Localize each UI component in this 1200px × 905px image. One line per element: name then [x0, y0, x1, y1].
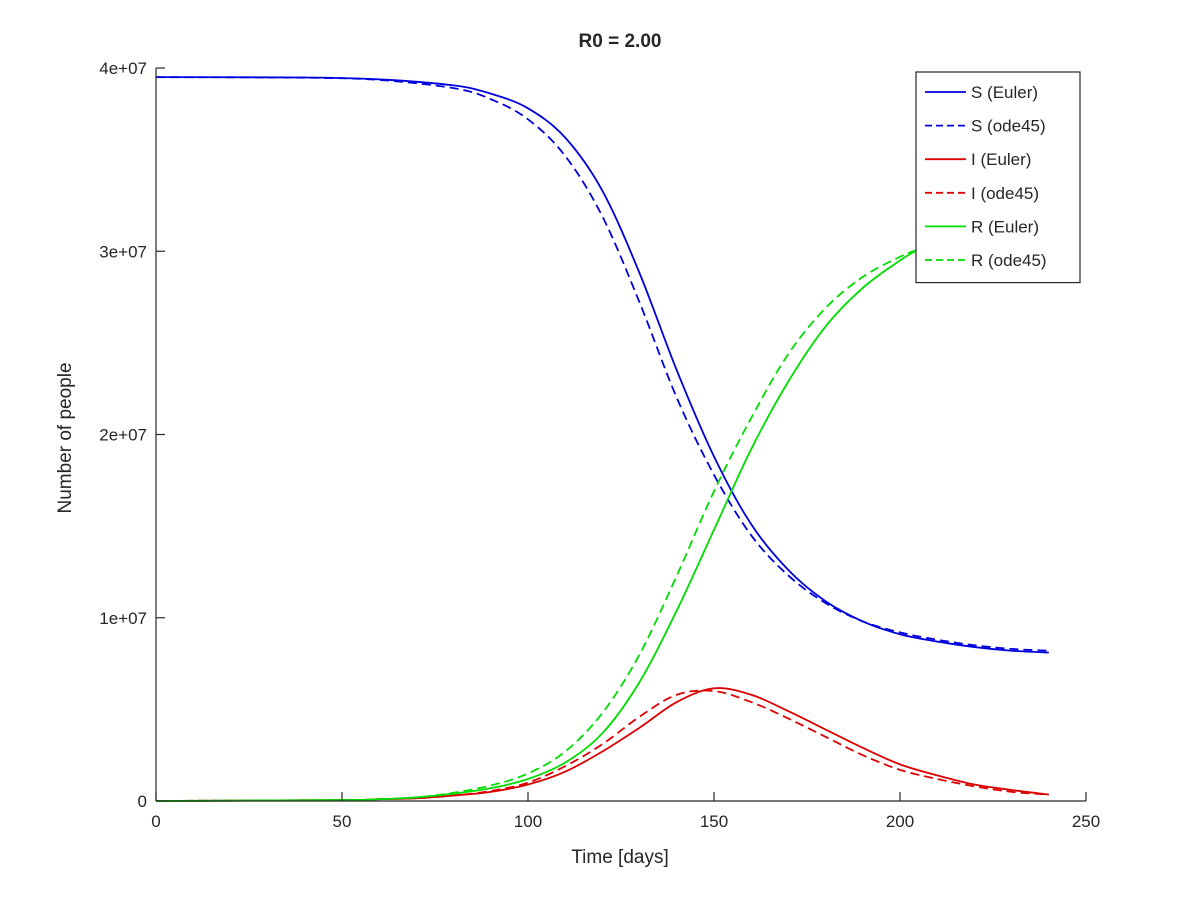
x-tick-label: 100	[514, 812, 542, 831]
series-line-0	[155, 76, 1049, 654]
legend-label-1: S (ode45)	[971, 117, 1046, 136]
legend-box	[915, 71, 1081, 284]
y-tick-label: 0	[138, 792, 147, 811]
chart-title: R0 = 2.00	[579, 31, 662, 52]
legend-label-0: S (Euler)	[971, 83, 1038, 102]
series-line-1	[155, 76, 1049, 652]
legend-label-4: R (Euler)	[971, 217, 1039, 236]
x-tick-label: 200	[886, 812, 914, 831]
y-tick-label: 3e+07	[99, 242, 147, 261]
legend-label-2: I (Euler)	[971, 150, 1031, 169]
series-line-5	[155, 248, 919, 802]
legend: S (Euler) S (ode45) I (Euler) I (ode45) R (E…	[915, 71, 1081, 284]
x-tick-label: 50	[333, 812, 352, 831]
legend-label-3: I (ode45)	[971, 184, 1039, 203]
x-tick-label: 250	[1072, 812, 1100, 831]
x-tick-label: 150	[700, 812, 728, 831]
x-tick-label: 0	[151, 812, 160, 831]
x-axis-label: Time [days]	[571, 847, 669, 868]
y-tick-label: 4e+07	[99, 59, 147, 78]
legend-label-5: R (ode45)	[971, 251, 1047, 270]
ticks: 0 50 100 150 200 250 0 1e+07 2e+07 3e+07 4e+07	[99, 59, 1100, 831]
y-tick-label: 2e+07	[99, 426, 147, 445]
y-axis-label: Number of people	[55, 362, 76, 513]
plot-lines	[155, 76, 1049, 802]
y-tick-label: 1e+07	[99, 609, 147, 628]
